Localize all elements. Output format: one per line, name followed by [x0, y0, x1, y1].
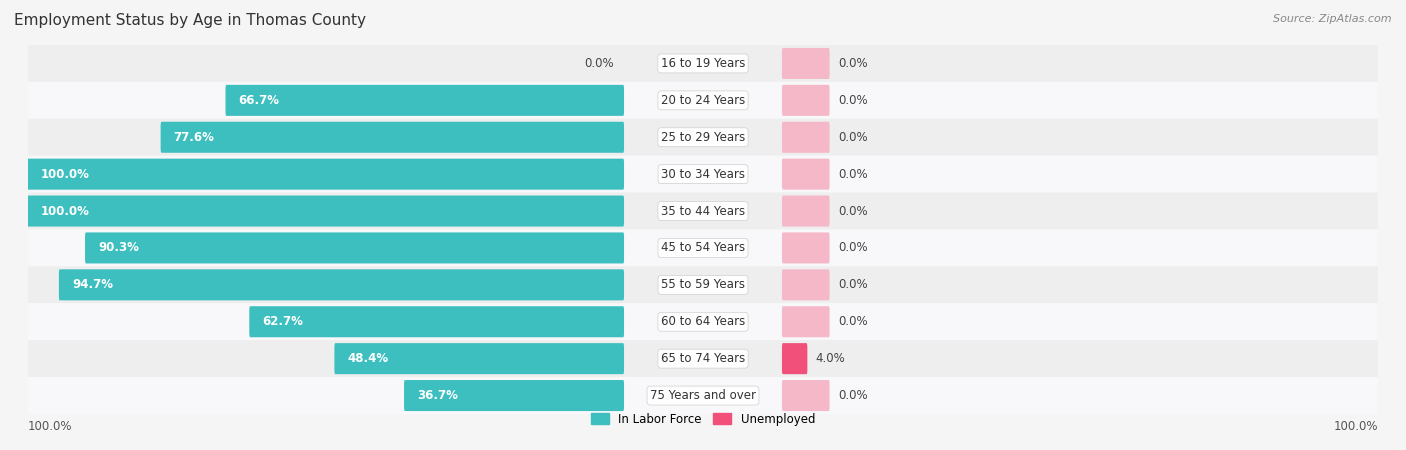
Legend: In Labor Force, Unemployed: In Labor Force, Unemployed	[586, 408, 820, 430]
Text: 100.0%: 100.0%	[41, 205, 89, 217]
Text: 66.7%: 66.7%	[239, 94, 280, 107]
Text: 16 to 19 Years: 16 to 19 Years	[661, 57, 745, 70]
FancyBboxPatch shape	[28, 156, 1378, 193]
Text: 100.0%: 100.0%	[41, 168, 89, 180]
Text: 0.0%: 0.0%	[838, 205, 868, 217]
FancyBboxPatch shape	[28, 230, 1378, 266]
Text: 0.0%: 0.0%	[838, 315, 868, 328]
Text: 0.0%: 0.0%	[585, 57, 614, 70]
FancyBboxPatch shape	[28, 340, 1378, 377]
FancyBboxPatch shape	[28, 45, 1378, 82]
Text: Source: ZipAtlas.com: Source: ZipAtlas.com	[1274, 14, 1392, 23]
FancyBboxPatch shape	[249, 306, 624, 337]
Text: 0.0%: 0.0%	[838, 168, 868, 180]
Text: 0.0%: 0.0%	[838, 389, 868, 402]
FancyBboxPatch shape	[782, 233, 830, 263]
FancyBboxPatch shape	[782, 122, 830, 153]
Text: 0.0%: 0.0%	[838, 279, 868, 291]
Text: 75 Years and over: 75 Years and over	[650, 389, 756, 402]
FancyBboxPatch shape	[782, 343, 807, 374]
FancyBboxPatch shape	[782, 48, 830, 79]
Text: 0.0%: 0.0%	[838, 94, 868, 107]
Text: 100.0%: 100.0%	[28, 419, 73, 432]
FancyBboxPatch shape	[782, 270, 830, 300]
Text: 45 to 54 Years: 45 to 54 Years	[661, 242, 745, 254]
FancyBboxPatch shape	[335, 343, 624, 374]
FancyBboxPatch shape	[28, 377, 1378, 414]
Text: 77.6%: 77.6%	[174, 131, 215, 144]
FancyBboxPatch shape	[28, 193, 1378, 230]
Text: 36.7%: 36.7%	[418, 389, 458, 402]
Text: 48.4%: 48.4%	[347, 352, 388, 365]
Text: 0.0%: 0.0%	[838, 131, 868, 144]
FancyBboxPatch shape	[28, 82, 1378, 119]
FancyBboxPatch shape	[27, 159, 624, 189]
FancyBboxPatch shape	[84, 233, 624, 263]
FancyBboxPatch shape	[782, 159, 830, 189]
Text: Employment Status by Age in Thomas County: Employment Status by Age in Thomas Count…	[14, 14, 366, 28]
Text: 20 to 24 Years: 20 to 24 Years	[661, 94, 745, 107]
Text: 30 to 34 Years: 30 to 34 Years	[661, 168, 745, 180]
FancyBboxPatch shape	[782, 85, 830, 116]
FancyBboxPatch shape	[28, 303, 1378, 340]
FancyBboxPatch shape	[404, 380, 624, 411]
FancyBboxPatch shape	[28, 266, 1378, 303]
Text: 4.0%: 4.0%	[815, 352, 845, 365]
Text: 55 to 59 Years: 55 to 59 Years	[661, 279, 745, 291]
FancyBboxPatch shape	[160, 122, 624, 153]
FancyBboxPatch shape	[782, 306, 830, 337]
FancyBboxPatch shape	[225, 85, 624, 116]
Text: 0.0%: 0.0%	[838, 57, 868, 70]
Text: 100.0%: 100.0%	[1333, 419, 1378, 432]
Text: 90.3%: 90.3%	[98, 242, 139, 254]
Text: 25 to 29 Years: 25 to 29 Years	[661, 131, 745, 144]
FancyBboxPatch shape	[59, 270, 624, 300]
FancyBboxPatch shape	[28, 119, 1378, 156]
FancyBboxPatch shape	[782, 380, 830, 411]
Text: 65 to 74 Years: 65 to 74 Years	[661, 352, 745, 365]
FancyBboxPatch shape	[782, 196, 830, 226]
Text: 94.7%: 94.7%	[72, 279, 112, 291]
Text: 62.7%: 62.7%	[263, 315, 304, 328]
Text: 60 to 64 Years: 60 to 64 Years	[661, 315, 745, 328]
Text: 0.0%: 0.0%	[838, 242, 868, 254]
FancyBboxPatch shape	[27, 196, 624, 226]
Text: 35 to 44 Years: 35 to 44 Years	[661, 205, 745, 217]
